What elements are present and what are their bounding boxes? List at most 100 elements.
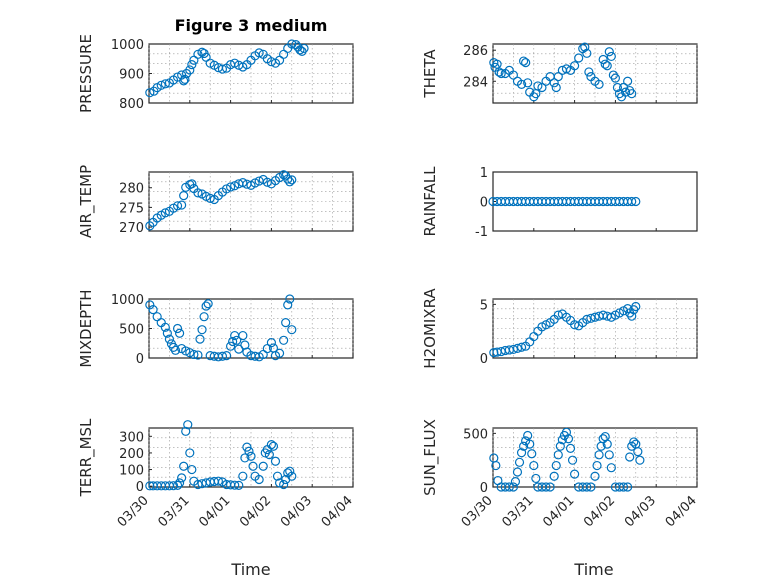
data-point <box>246 451 256 461</box>
data-point <box>205 193 215 203</box>
data-point <box>565 443 576 453</box>
y-axis-label: AIR_TEMP <box>77 165 96 238</box>
x-tick-label: 04/03 <box>278 493 315 530</box>
data-point <box>244 446 254 456</box>
data-point <box>523 430 533 441</box>
y-axis-label: H2OMIXRA <box>421 288 439 369</box>
data-point <box>270 456 281 466</box>
data-point <box>180 74 190 85</box>
y-tick-label: 200 <box>119 447 144 462</box>
data-point <box>598 310 608 320</box>
data-point <box>629 437 639 447</box>
y-tick-label: 280 <box>119 182 144 197</box>
data-point <box>145 300 155 310</box>
x-tick-label: 04/02 <box>581 493 618 530</box>
y-tick-label: 0 <box>480 481 488 496</box>
data-point <box>238 471 248 481</box>
data-point <box>274 348 285 358</box>
x-tick-label: 03/31 <box>500 493 537 530</box>
data-point <box>283 300 293 310</box>
data-point <box>512 467 523 477</box>
data-point <box>172 201 183 211</box>
data-point <box>606 463 616 473</box>
data-point <box>569 320 580 330</box>
data-point <box>549 78 559 88</box>
data-point <box>631 301 641 312</box>
data-point <box>177 473 187 483</box>
x-tick-label: 04/03 <box>622 493 659 530</box>
data-point <box>221 351 232 361</box>
data-point <box>606 51 616 62</box>
data-point <box>633 447 643 457</box>
data-point <box>551 460 561 471</box>
subplot-h2omixra: 0 5 H2OMIXRA <box>421 288 698 369</box>
data-point <box>555 441 565 451</box>
y-axis-label: TERR_MSL <box>77 418 96 497</box>
data-point <box>623 304 633 314</box>
y-tick-label: 300 <box>119 430 144 445</box>
data-point <box>160 208 170 218</box>
y-axis-label: PRESSURE <box>77 34 95 113</box>
data-point <box>508 344 519 355</box>
data-point <box>549 471 559 481</box>
figure-title: Figure 3 medium <box>175 16 328 35</box>
data-point <box>299 43 309 54</box>
data-point <box>557 435 567 445</box>
data-point <box>491 460 501 471</box>
x-tick-label: 03/31 <box>156 493 193 530</box>
data-point <box>240 453 250 463</box>
data-point <box>181 426 191 436</box>
y-tick-label: 284 <box>463 75 488 90</box>
data-point <box>264 449 274 460</box>
data-point <box>604 450 614 460</box>
y-tick-label: 5 <box>480 298 488 313</box>
data-point <box>541 482 551 492</box>
data-point <box>197 325 207 335</box>
data-point <box>627 311 637 321</box>
data-point <box>268 441 279 451</box>
y-axis-label: MIXDEPTH <box>77 289 95 367</box>
data-point <box>586 482 596 492</box>
data-point <box>590 312 600 322</box>
data-point <box>234 344 244 354</box>
data-point <box>561 427 572 437</box>
data-point <box>228 336 238 347</box>
data-point <box>604 47 614 57</box>
data-point <box>266 440 276 450</box>
data-point <box>148 305 158 315</box>
data-point <box>254 474 264 485</box>
data-point <box>516 448 527 458</box>
x-tick-label: 04/02 <box>237 493 274 530</box>
data-point <box>238 330 248 341</box>
data-point <box>279 479 289 490</box>
data-point <box>254 48 264 58</box>
data-point <box>529 460 539 471</box>
data-point <box>602 439 612 449</box>
data-point <box>631 196 641 207</box>
x-tick-label: 04/01 <box>196 493 233 530</box>
data-point <box>531 473 541 484</box>
y-tick-label: 1 <box>480 166 488 181</box>
data-point <box>185 348 195 358</box>
data-point <box>230 480 240 490</box>
data-point <box>582 482 592 492</box>
data-point <box>164 334 174 344</box>
data-point <box>508 482 519 492</box>
y-tick-label: 800 <box>119 97 144 112</box>
data-point <box>168 481 179 491</box>
data-point <box>248 461 258 471</box>
data-point <box>185 448 195 458</box>
data-point <box>179 191 189 201</box>
data-point <box>145 481 155 491</box>
subplot-mixdepth: 0 500 1000 MIXDEPTH <box>77 289 354 368</box>
x-tick-label: 03/30 <box>459 493 496 530</box>
subplot-sun-flux: 0 500 SUN_FLUX 03/30 03/31 04/01 04/02 04/03 04/… <box>421 419 700 530</box>
data-point <box>287 325 297 335</box>
data-point <box>187 179 197 189</box>
data-point <box>213 476 223 486</box>
data-point <box>266 338 276 348</box>
y-tick-label: 100 <box>119 464 144 479</box>
y-tick-label: 900 <box>119 68 144 83</box>
